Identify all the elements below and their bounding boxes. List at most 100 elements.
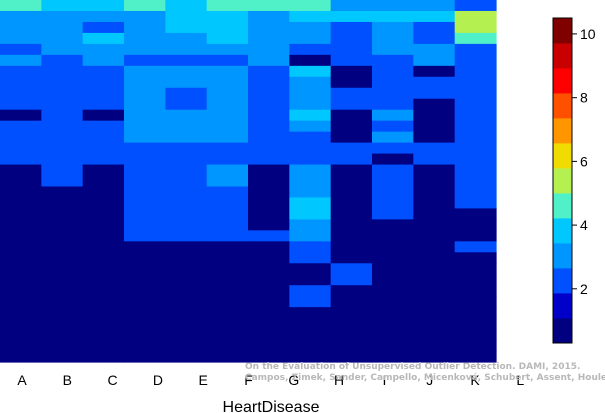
heatmap-cell — [82, 285, 125, 297]
heatmap-cell — [454, 142, 497, 155]
heatmap-cell — [165, 87, 208, 100]
heatmap-cell — [206, 296, 249, 308]
heatmap-cell — [124, 296, 166, 308]
column-label: B — [63, 372, 72, 388]
heatmap-cell — [248, 98, 290, 111]
heatmap-cell — [206, 340, 249, 352]
heatmap-cell — [454, 32, 497, 45]
heatmap-cell — [372, 142, 414, 155]
heatmap-cell — [248, 285, 290, 297]
heatmap-cell — [124, 32, 166, 45]
heatmap-cell — [372, 263, 414, 275]
colorbar-segment — [553, 243, 572, 269]
heatmap-cell — [124, 241, 166, 253]
heatmap-cell — [124, 120, 166, 133]
heatmap-cell — [330, 142, 373, 155]
heatmap-cell — [248, 263, 290, 275]
heatmap-cell — [330, 32, 373, 45]
heatmap-cell — [289, 21, 332, 34]
colorbar-ticks: 2 4 6 8 10 — [572, 26, 596, 297]
heatmap-cell — [413, 351, 456, 363]
colorbar-tick-label: 10 — [580, 26, 596, 42]
heatmap-cell — [41, 219, 84, 231]
heatmap-cell — [454, 120, 497, 133]
heatmap-cell — [248, 230, 290, 242]
heatmap-cell — [330, 208, 373, 220]
heatmap-cell — [454, 197, 497, 210]
heatmap-cell — [41, 329, 84, 341]
heatmap-cell — [206, 274, 249, 286]
heatmap-cell — [372, 131, 414, 144]
heatmap-cell — [206, 285, 249, 297]
column-labels: A B C D E F G H I J K L — [17, 372, 524, 388]
heatmap-cell — [372, 54, 414, 67]
heatmap-cell — [82, 274, 125, 286]
heatmap-cell — [413, 43, 456, 56]
heatmap-cell — [372, 43, 414, 56]
column-label: I — [382, 372, 386, 388]
heatmap-cell — [41, 197, 84, 210]
heatmap-cell — [372, 285, 414, 297]
heatmap-cell — [330, 153, 373, 166]
heatmap-cell — [330, 65, 373, 78]
colorbar-segment — [553, 43, 572, 69]
heatmap-cell — [0, 274, 42, 286]
heatmap-cell — [289, 340, 332, 352]
colorbar-tick-label: 6 — [580, 153, 588, 169]
colorbar-tick-label: 8 — [580, 90, 588, 106]
heatmap-cell — [41, 241, 84, 253]
heatmap-cell — [206, 21, 249, 34]
heatmap-cell — [413, 21, 456, 34]
heatmap-cell — [165, 351, 208, 363]
column-label: G — [288, 372, 299, 388]
heatmap-cell — [0, 43, 42, 56]
heatmap-cell — [206, 307, 249, 319]
heatmap-cell — [413, 87, 456, 100]
heatmap-cell — [289, 0, 332, 12]
heatmap-cell — [454, 208, 497, 220]
column-label: H — [334, 372, 344, 388]
heatmap-cell — [0, 10, 42, 23]
heatmap-cell — [41, 351, 84, 363]
heatmap-cell — [82, 241, 125, 253]
heatmap-cell — [41, 186, 84, 199]
heatmap-cell — [372, 351, 414, 363]
heatmap-cell — [248, 274, 290, 286]
heatmap-cell — [372, 329, 414, 341]
heatmap-cell — [0, 230, 42, 242]
heatmap-cell — [41, 131, 84, 144]
heatmap-cell — [124, 43, 166, 56]
heatmap-cell — [206, 241, 249, 253]
heatmap-cell — [413, 197, 456, 210]
heatmap-cell — [248, 351, 290, 363]
heatmap-cell — [372, 186, 414, 199]
heatmap-cell — [82, 175, 125, 188]
heatmap-cell — [248, 296, 290, 308]
heatmap-cell — [124, 10, 166, 23]
heatmap-cell — [206, 219, 249, 231]
heatmap-cell — [0, 0, 42, 12]
heatmap-cell — [124, 54, 166, 67]
heatmap-cell — [372, 32, 414, 45]
heatmap-cell — [0, 131, 42, 144]
heatmap-cell — [248, 164, 290, 177]
heatmap-cell — [330, 120, 373, 133]
heatmap-cell — [454, 296, 497, 308]
heatmap-cell — [41, 87, 84, 100]
heatmap-cell — [454, 87, 497, 100]
heatmap-cell — [82, 32, 125, 45]
heatmap-cell — [454, 285, 497, 297]
heatmap-cell — [413, 109, 456, 122]
heatmap-cell — [206, 351, 249, 363]
heatmap-cell — [206, 87, 249, 100]
heatmap-cell — [330, 87, 373, 100]
heatmap-cell — [82, 76, 125, 89]
heatmap-cell — [289, 208, 332, 220]
heatmap-cell — [289, 54, 332, 67]
heatmap-cell — [41, 98, 84, 111]
heatmap-cell — [0, 351, 42, 363]
heatmap-cell — [454, 219, 497, 231]
heatmap-cell — [372, 0, 414, 12]
colorbar-segment — [553, 268, 572, 294]
